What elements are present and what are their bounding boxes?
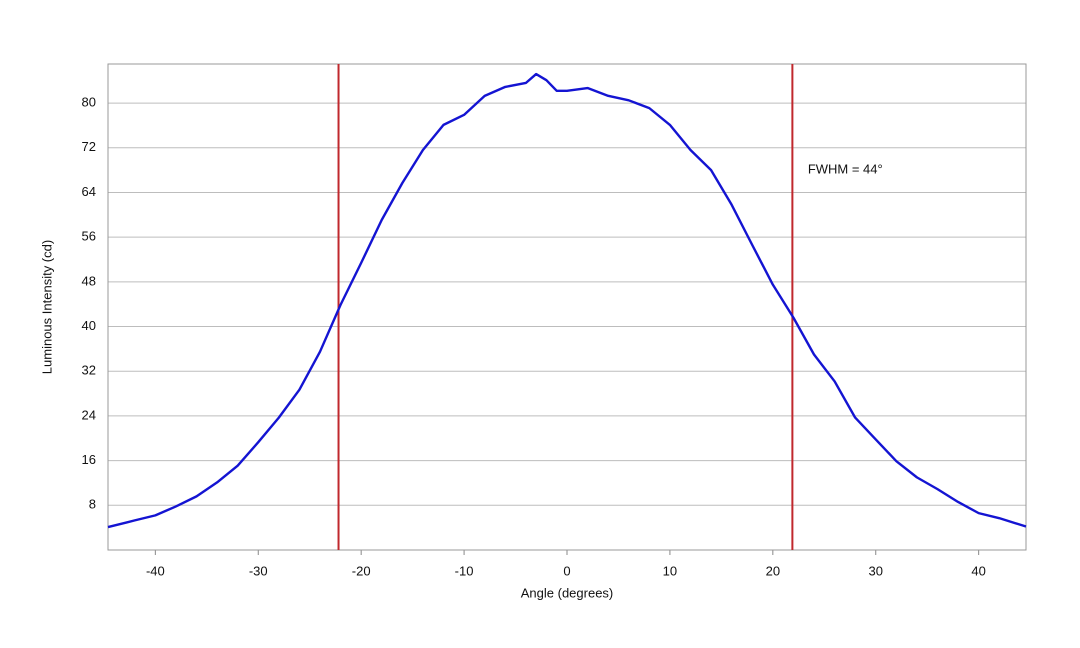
x-tick-label: 0 bbox=[563, 563, 570, 578]
x-tick-label: 30 bbox=[869, 563, 883, 578]
y-tick-label: 24 bbox=[82, 407, 96, 422]
y-tick-label: 48 bbox=[82, 273, 96, 288]
x-tick-label: -40 bbox=[146, 563, 165, 578]
x-axis-label: Angle (degrees) bbox=[521, 585, 614, 600]
x-tick-label: 40 bbox=[971, 563, 985, 578]
x-tick-label: 10 bbox=[663, 563, 677, 578]
y-tick-label: 8 bbox=[89, 497, 96, 512]
x-tick-label: -20 bbox=[352, 563, 371, 578]
y-tick-label: 56 bbox=[82, 229, 96, 244]
y-tick-label: 64 bbox=[82, 184, 96, 199]
y-axis-label: Luminous Intensity (cd) bbox=[39, 240, 54, 374]
plot-frame bbox=[107, 63, 1027, 551]
x-tick-label: -30 bbox=[249, 563, 268, 578]
line-series bbox=[107, 72, 1027, 529]
x-tick-label: 20 bbox=[766, 563, 780, 578]
y-tick-label: 32 bbox=[82, 363, 96, 378]
y-tick-label: 72 bbox=[82, 139, 96, 154]
y-tick-label: 40 bbox=[82, 318, 96, 333]
x-tick-label: -10 bbox=[455, 563, 474, 578]
annotation: FWHM = 44° bbox=[808, 162, 883, 177]
y-tick-label: 16 bbox=[82, 452, 96, 467]
y-tick-label: 80 bbox=[82, 95, 96, 110]
